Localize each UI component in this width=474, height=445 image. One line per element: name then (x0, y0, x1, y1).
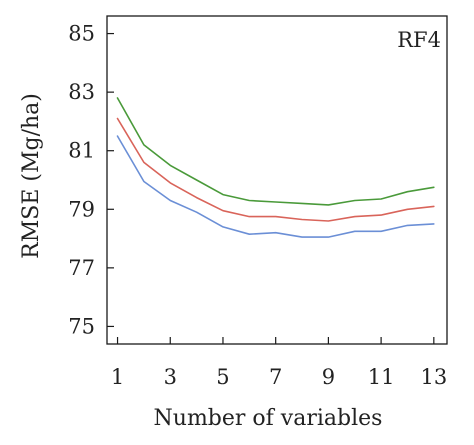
y-tick-label: 77 (68, 256, 95, 280)
y-tick-label: 75 (68, 314, 95, 338)
series-line-2 (116, 117, 435, 222)
y-axis-label: RMSE (Mg/ha) (19, 93, 44, 259)
x-axis-label: Number of variables (154, 406, 383, 431)
y-tick-label: 79 (68, 197, 95, 221)
plot-frame (106, 15, 448, 345)
series-lines (116, 97, 435, 238)
x-tick-label: 11 (368, 365, 395, 389)
x-tick-label: 3 (164, 365, 177, 389)
x-tick-label: 5 (216, 365, 229, 389)
y-tick-label: 85 (68, 22, 95, 46)
x-tick-label: 9 (322, 365, 335, 389)
x-tick-label: 13 (420, 365, 447, 389)
series-line-3 (116, 135, 435, 238)
x-tick-label: 7 (269, 365, 282, 389)
y-tick-label: 83 (68, 80, 95, 104)
panel-label: RF4 (397, 28, 441, 52)
y-axis-ticks: 75 77 79 81 83 85 (68, 22, 114, 338)
x-tick-label: 1 (111, 365, 124, 389)
y-tick-label: 81 (68, 139, 95, 163)
series-line-1 (116, 97, 435, 206)
x-axis-ticks: 1 3 5 7 9 11 13 (111, 337, 447, 389)
